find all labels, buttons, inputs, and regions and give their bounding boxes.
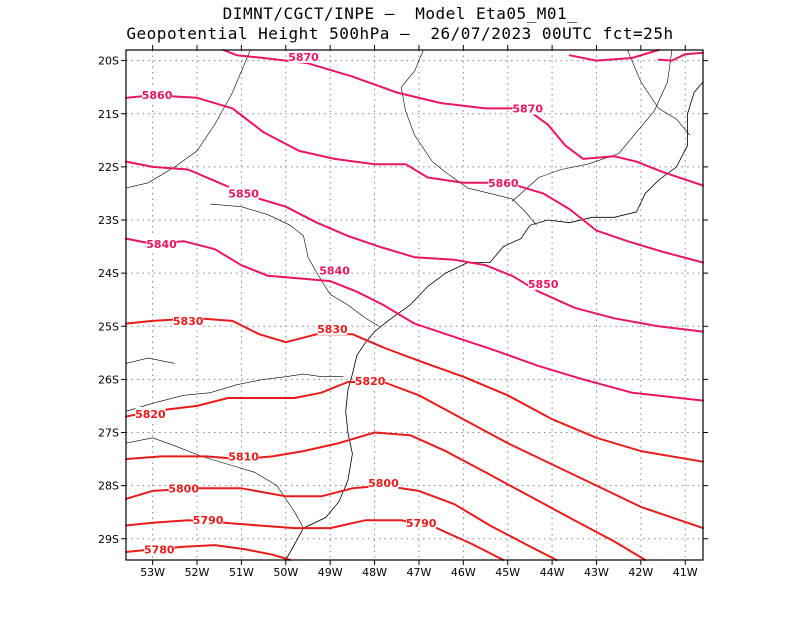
contour-label-bg — [135, 406, 166, 420]
y-tick-label: 29S — [98, 533, 119, 546]
contour-line-5790 — [125, 519, 505, 561]
contour-label-5820: 5820 — [135, 408, 166, 421]
contour-line-5870 — [222, 49, 704, 187]
contour-label-5790: 5790 — [193, 514, 224, 527]
contour-label-5810: 5810 — [228, 450, 259, 463]
map-title-line1: DIMNT/CGCT/INPE – Model Eta05_M01_ — [222, 4, 578, 23]
state-border — [125, 373, 344, 412]
contour-label-5870: 5870 — [288, 51, 319, 64]
contour-label-bg — [406, 515, 437, 529]
y-tick-label: 23S — [98, 214, 119, 227]
contour-label-bg — [142, 88, 173, 102]
y-tick-label: 28S — [98, 480, 119, 493]
x-tick-label: 49W — [318, 566, 343, 579]
contour-label-bg — [319, 263, 350, 277]
contour-line-5850 — [125, 160, 704, 333]
contour-label-bg — [228, 449, 259, 463]
map-title-line2: Geopotential Height 500hPa – 26/07/2023 … — [126, 24, 674, 43]
contour-line-5860 — [125, 94, 704, 264]
contour-label-bg — [512, 101, 543, 115]
contour-label-5840: 5840 — [146, 238, 177, 251]
contour-label-5830: 5830 — [317, 323, 348, 336]
x-tick-label: 51W — [229, 566, 254, 579]
x-tick-label: 43W — [584, 566, 609, 579]
contour-label-5870: 5870 — [512, 102, 543, 115]
contour-label-bg — [288, 49, 319, 63]
y-tick-label: 26S — [98, 373, 119, 386]
contour-label-5780: 5780 — [144, 543, 175, 556]
contour-label-bg — [317, 321, 348, 335]
x-tick-label: 48W — [362, 566, 387, 579]
state-border — [125, 357, 175, 364]
contour-label-bg — [193, 513, 224, 527]
x-tick-label: 50W — [273, 566, 298, 579]
axis-ticks: 53W 52W 51W 50W 49W 48W 47W 46W 45W 44W 43W 42W 41W 2… — [98, 45, 708, 579]
x-tick-label: 52W — [185, 566, 210, 579]
state-border — [125, 49, 251, 189]
x-tick-label: 47W — [407, 566, 432, 579]
contour-label-5860: 5860 — [142, 89, 173, 102]
map-frame — [125, 49, 704, 561]
x-tick-label: 41W — [673, 566, 698, 579]
contour-label-5800: 5800 — [168, 482, 199, 495]
state-border — [210, 203, 380, 327]
contour-layer — [125, 49, 704, 561]
contour-label-5840: 5840 — [319, 264, 350, 277]
contour-label-5830: 5830 — [173, 315, 204, 328]
contour-line-5870 — [568, 49, 660, 62]
contour-label-bg — [146, 236, 177, 250]
y-tick-label: 20S — [98, 55, 119, 68]
contour-line-5820 — [125, 381, 704, 530]
coastline — [285, 81, 704, 561]
contour-label-5790: 5790 — [406, 517, 437, 530]
contour-label-bg — [368, 475, 399, 489]
y-tick-label: 24S — [98, 267, 119, 280]
x-tick-label: 45W — [495, 566, 520, 579]
lat-lon-grid — [126, 50, 703, 560]
state-border — [627, 49, 690, 136]
contour-label-bg — [488, 175, 519, 189]
x-tick-label: 42W — [628, 566, 653, 579]
contour-label-bg — [173, 313, 204, 327]
contour-label-5860: 5860 — [488, 177, 519, 190]
state-border — [511, 49, 673, 202]
y-tick-label: 25S — [98, 320, 119, 333]
x-tick-label: 53W — [140, 566, 165, 579]
y-tick-label: 21S — [98, 108, 119, 121]
y-tick-label: 22S — [98, 161, 119, 174]
contour-line-5830 — [125, 317, 704, 463]
contour-label-bg — [168, 481, 199, 495]
contour-label-5850: 5850 — [228, 187, 259, 200]
contour-label-5820: 5820 — [355, 375, 386, 388]
y-tick-label: 27S — [98, 427, 119, 440]
contour-line-5810 — [125, 431, 647, 561]
contour-label-5800: 5800 — [368, 477, 399, 490]
state-border — [400, 49, 537, 226]
contour-label-layer: 5870 5870 5860 5860 5850 5850 5840 5840 5830 5830… — [135, 49, 559, 556]
x-tick-label: 44W — [540, 566, 565, 579]
contour-line-5840 — [125, 237, 704, 402]
geography-layer — [125, 49, 704, 561]
contour-line-5870 — [657, 51, 704, 62]
contour-label-bg — [355, 373, 386, 387]
x-tick-label: 46W — [451, 566, 476, 579]
contour-label-bg — [228, 186, 259, 200]
contour-label-bg — [528, 276, 559, 290]
contour-label-bg — [144, 542, 175, 556]
contour-label-5850: 5850 — [528, 278, 559, 291]
state-border — [125, 437, 304, 529]
